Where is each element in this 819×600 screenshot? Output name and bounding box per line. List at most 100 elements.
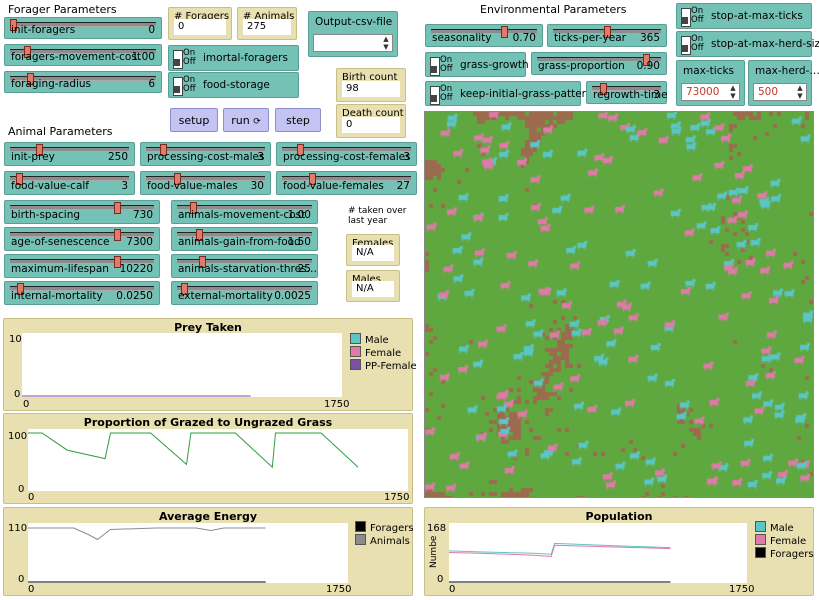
max-ticks-field[interactable]: 73000 xyxy=(681,83,740,101)
plot-area xyxy=(28,523,348,583)
input-max-ticks[interactable]: max-ticks 73000 ▲ ▼ xyxy=(676,60,745,106)
switch-food-storage[interactable]: On Off food-storage xyxy=(168,72,299,98)
switch-imortal-foragers[interactable]: On Off imortal-foragers xyxy=(168,45,299,71)
slider-track[interactable] xyxy=(10,22,156,27)
toggle-knob[interactable] xyxy=(431,95,437,102)
slider-maximum-lifespan[interactable]: maximum-lifespan 10220 xyxy=(4,254,160,278)
switch-stop-at-max-ticks[interactable]: On Off stop-at-max-ticks xyxy=(676,3,812,29)
slider-track[interactable] xyxy=(10,232,154,237)
slider-track[interactable] xyxy=(10,176,129,181)
slider-thumb[interactable] xyxy=(113,256,121,268)
slider-track[interactable] xyxy=(177,232,312,237)
spinner-icon[interactable]: ▲ ▼ xyxy=(383,35,389,51)
slider-track[interactable] xyxy=(282,147,411,152)
slider-processing-cost-males[interactable]: processing-cost-males 3 xyxy=(140,142,271,166)
toggle-track[interactable] xyxy=(681,36,691,55)
slider-track[interactable] xyxy=(282,176,411,181)
slider-track[interactable] xyxy=(146,176,265,181)
switch-keep-initial-grass-pattern[interactable]: On Off keep-initial-grass-pattern xyxy=(425,81,592,106)
slider-thumb[interactable] xyxy=(16,283,24,295)
slider-external-mortality[interactable]: external-mortality 0.0025 xyxy=(171,281,318,305)
slider-thumb[interactable] xyxy=(180,283,188,295)
toggle-track[interactable] xyxy=(430,86,440,105)
slider-age-of-senescence[interactable]: age-of-senescence 7300 xyxy=(4,227,160,251)
toggle-track[interactable] xyxy=(173,50,183,69)
switch-grass-growth[interactable]: On Off grass-growth xyxy=(425,52,529,77)
output-csv-file-field[interactable] xyxy=(313,34,393,52)
spinner-icon[interactable]: ▲ ▼ xyxy=(797,84,803,100)
slider-foraging-radius[interactable]: foraging-radius 6 xyxy=(4,71,162,93)
animal-parameters-heading: Animal Parameters xyxy=(8,125,113,138)
step-button[interactable]: step xyxy=(275,108,321,132)
slider-init-foragers[interactable]: init-foragers 0 xyxy=(4,17,162,39)
slider-animals-starvation-thres[interactable]: animals-starvation-thres… 25 xyxy=(171,254,318,278)
input-max-herd-size[interactable]: max-herd-… 500 ▲ ▼ xyxy=(748,60,819,106)
plot-average-energy: Average Energy 110 0 0 1750 Foragers Ani… xyxy=(3,507,414,596)
slider-seasonality[interactable]: seasonality 0.70 xyxy=(425,24,543,47)
slider-thumb[interactable] xyxy=(296,144,304,156)
slider-food-value-calf[interactable]: food-value-calf 3 xyxy=(4,171,135,195)
slider-internal-mortality[interactable]: internal-mortality 0.0250 xyxy=(4,281,160,305)
slider-foragers-movement-cost[interactable]: foragers-movement-cost 1.00 xyxy=(4,44,162,66)
slider-thumb[interactable] xyxy=(501,26,508,38)
slider-thumb[interactable] xyxy=(196,229,204,241)
slider-food-value-females[interactable]: food-value-females 27 xyxy=(276,171,417,195)
slider-init-prey[interactable]: init-prey 250 xyxy=(4,142,135,166)
toggle-track[interactable] xyxy=(173,77,183,96)
slider-thumb[interactable] xyxy=(15,173,23,185)
max-herd-size-field[interactable]: 500 xyxy=(753,83,807,101)
slider-animals-movement-cost[interactable]: animals-movement-cost 1.00 xyxy=(171,200,318,224)
grazed-proportion-svg xyxy=(28,432,359,469)
slider-thumb[interactable] xyxy=(643,54,651,66)
slider-thumb[interactable] xyxy=(10,19,17,31)
slider-track[interactable] xyxy=(177,205,312,210)
slider-track[interactable] xyxy=(537,57,661,62)
slider-track[interactable] xyxy=(592,86,661,91)
slider-thumb[interactable] xyxy=(159,144,167,156)
toggle-knob[interactable] xyxy=(174,59,180,66)
slider-thumb[interactable] xyxy=(599,83,607,95)
monitor-females: Females N/A xyxy=(346,234,400,266)
slider-track[interactable] xyxy=(146,147,265,152)
slider-ticks-per-year[interactable]: ticks-per-year 365 xyxy=(547,24,667,47)
toggle-knob[interactable] xyxy=(682,45,688,52)
slider-thumb[interactable] xyxy=(198,256,206,268)
slider-track[interactable] xyxy=(10,76,156,81)
x-max-tick: 1750 xyxy=(326,584,352,595)
input-output-csv-file[interactable]: Output-csv-file ▲ ▼ xyxy=(308,11,398,57)
slider-track[interactable] xyxy=(177,259,312,264)
slider-thumb[interactable] xyxy=(113,229,121,241)
slider-track[interactable] xyxy=(10,286,154,291)
slider-animals-gain-from-food[interactable]: animals-gain-from-food 1.50 xyxy=(171,227,318,251)
slider-thumb[interactable] xyxy=(309,173,317,185)
slider-track[interactable] xyxy=(431,29,537,34)
slider-thumb[interactable] xyxy=(35,144,43,156)
world-view[interactable] xyxy=(424,111,814,498)
slider-track[interactable] xyxy=(10,205,154,210)
toggle-track[interactable] xyxy=(681,8,691,27)
slider-track[interactable] xyxy=(10,147,129,152)
slider-birth-spacing[interactable]: birth-spacing 730 xyxy=(4,200,160,224)
toggle-knob[interactable] xyxy=(682,17,688,24)
slider-thumb[interactable] xyxy=(24,46,31,58)
switch-stop-at-max-herd-size[interactable]: On Off stop-at-max-herd-size xyxy=(676,31,819,57)
slider-thumb[interactable] xyxy=(174,173,182,185)
spinner-icon[interactable]: ▲ ▼ xyxy=(730,84,736,100)
slider-food-value-males[interactable]: food-value-males 30 xyxy=(140,171,271,195)
slider-track[interactable] xyxy=(10,259,154,264)
toggle-track[interactable] xyxy=(430,57,440,76)
slider-processing-cost-females[interactable]: processing-cost-females 3 xyxy=(276,142,417,166)
setup-button[interactable]: setup xyxy=(170,108,218,132)
slider-track[interactable] xyxy=(10,49,156,54)
world-canvas[interactable] xyxy=(425,112,813,497)
slider-grass-proportion[interactable]: grass-proportion 0.90 xyxy=(531,52,667,75)
toggle-knob[interactable] xyxy=(431,66,437,73)
slider-track[interactable] xyxy=(177,286,312,291)
slider-thumb[interactable] xyxy=(26,73,34,85)
slider-thumb[interactable] xyxy=(189,202,197,214)
slider-regrowth-time[interactable]: regrowth-time 3 xyxy=(586,81,668,104)
slider-thumb[interactable] xyxy=(113,202,121,214)
run-button[interactable]: run ⟳ xyxy=(223,108,269,132)
slider-thumb[interactable] xyxy=(604,26,611,38)
toggle-knob[interactable] xyxy=(174,86,180,93)
